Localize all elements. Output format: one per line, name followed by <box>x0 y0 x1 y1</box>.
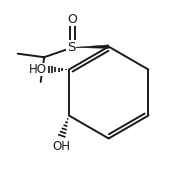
Text: OH: OH <box>53 140 71 153</box>
Text: O: O <box>68 13 77 26</box>
Text: HO: HO <box>29 63 47 76</box>
Polygon shape <box>72 45 109 48</box>
Text: S: S <box>67 41 75 54</box>
